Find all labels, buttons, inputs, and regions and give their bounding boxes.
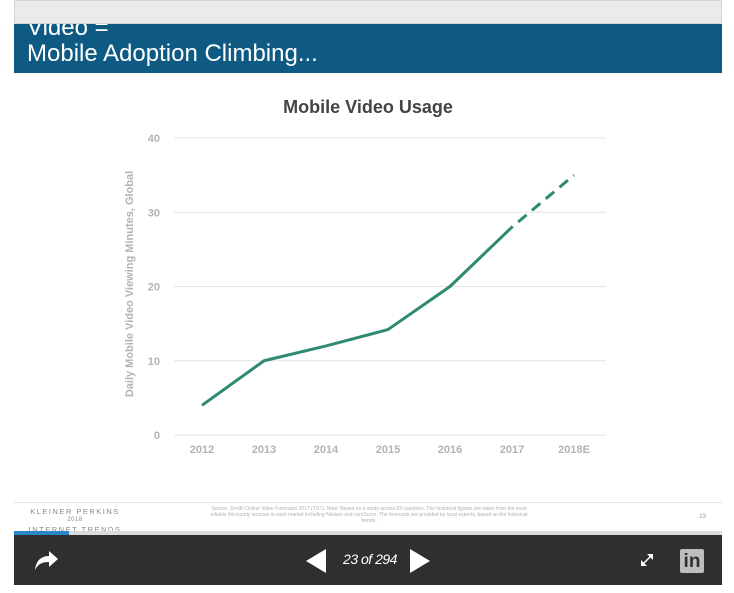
x-tick-label: 2013: [252, 444, 276, 456]
source-note: Source: Zenith Online Video Forecasts 20…: [210, 506, 528, 524]
x-tick-label: 2012: [190, 444, 214, 456]
x-tick-labels: 2012 2013 2014 2015 2016 2017 2018E: [190, 444, 590, 456]
slide-page-number: 23: [699, 514, 706, 520]
brand-logo: KLEINER PERKINS 2018 INTERNET TRENDS: [20, 507, 130, 534]
y-tick-label: 30: [148, 207, 160, 219]
x-tick-label: 2016: [438, 444, 462, 456]
prev-button[interactable]: [304, 548, 328, 574]
y-axis-label: Daily Mobile Video Viewing Minutes, Glob…: [124, 171, 136, 397]
page-counter: 23 of 294: [343, 551, 397, 567]
slide-header: Video = Mobile Adoption Climbing...: [14, 24, 722, 73]
brand-line1: KLEINER PERKINS: [30, 507, 120, 516]
next-arrow-icon: [410, 549, 430, 573]
series-line-projected: [511, 173, 575, 229]
x-tick-label: 2017: [500, 444, 524, 456]
progress-bar[interactable]: [14, 531, 722, 535]
x-tick-label: 2014: [314, 444, 339, 456]
chart-grid: [174, 137, 606, 436]
player-controls: 23 of 294 in: [14, 535, 722, 585]
y-tick-label: 10: [148, 356, 160, 368]
brand-line2: 2018: [67, 517, 83, 523]
slide-title: Video = Mobile Adoption Climbing...: [27, 24, 318, 67]
chart-title: Mobile Video Usage: [283, 97, 453, 117]
chart-series: [201, 173, 575, 407]
y-tick-label: 20: [148, 282, 160, 294]
share-icon[interactable]: [32, 548, 60, 572]
x-tick-label: 2015: [376, 444, 400, 456]
x-tick-label: 2018E: [558, 444, 590, 456]
top-strip: [14, 0, 722, 24]
y-tick-label: 0: [154, 430, 160, 442]
y-tick-label: 40: [148, 133, 160, 145]
linkedin-icon[interactable]: in: [680, 549, 704, 573]
slide: Video = Mobile Adoption Climbing... Mobi…: [14, 24, 722, 536]
brand-line3: INTERNET TRENDS: [28, 525, 122, 534]
footer-divider: [14, 502, 722, 503]
fullscreen-icon[interactable]: [639, 552, 655, 568]
next-button[interactable]: [408, 548, 432, 574]
y-tick-labels: 0 10 20 30 40: [148, 133, 160, 442]
progress-fill: [14, 531, 70, 535]
prev-arrow-icon: [306, 549, 326, 573]
series-line-actual: [201, 226, 514, 407]
